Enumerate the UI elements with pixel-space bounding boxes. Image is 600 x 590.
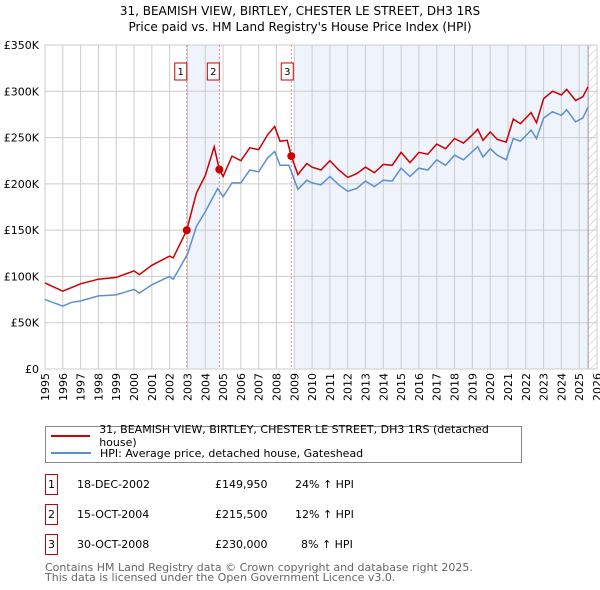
y-tick-label: £100K <box>4 270 40 283</box>
x-tick-label: 2004 <box>199 373 212 401</box>
sale-label: 1 <box>178 67 184 78</box>
x-tick-label: 2007 <box>253 373 266 401</box>
price-chart: 1995 1996 1997 1998 1999 2000 2001 2002 2003 2004… <box>4 39 600 401</box>
x-tick-label: 2017 <box>431 373 444 401</box>
sale-marker-box: 2 <box>45 504 58 525</box>
shaded-region <box>186 45 220 369</box>
sale-point <box>182 226 191 235</box>
x-tick-label: 2019 <box>466 373 479 401</box>
y-tick-label: £300K <box>4 85 40 98</box>
x-tick-label: 2024 <box>555 373 568 401</box>
sale-label-box <box>280 62 294 81</box>
x-tick-label: 2010 <box>306 373 319 401</box>
sale-label: 3 <box>284 67 290 78</box>
x-tick-label: 2011 <box>324 373 337 401</box>
legend: 31, BEAMISH VIEW, BIRTLEY, CHESTER LE ST… <box>45 423 522 463</box>
sale-marker-box: 3 <box>45 534 58 555</box>
sale-marker-box: 1 <box>45 474 58 495</box>
x-tick-label: 2025 <box>573 373 586 401</box>
sale-point <box>215 165 224 174</box>
x-tick-label: 1996 <box>57 373 70 401</box>
x-tick-label: 2000 <box>128 373 141 401</box>
sale-label-box <box>206 62 220 81</box>
legend-label-hpi: HPI: Average price, detached house, Gate… <box>100 446 364 460</box>
x-tick-label: 2015 <box>395 373 408 401</box>
x-tick-label: 2012 <box>342 373 355 401</box>
legend-label-property: 31, BEAMISH VIEW, BIRTLEY, CHESTER LE ST… <box>99 423 489 449</box>
sale-price: £230,000 <box>215 538 268 551</box>
y-tick-label: £200K <box>4 178 40 191</box>
forecast-hatch <box>588 45 597 369</box>
x-tick-label: 2023 <box>538 373 551 401</box>
sale-price: £149,950 <box>215 478 268 491</box>
x-tick-label: 2002 <box>164 373 177 401</box>
x-tick-label: 2009 <box>288 373 301 401</box>
sale-point <box>287 152 296 161</box>
chart-subtitle: Price paid vs. HM Land Registry's House … <box>128 20 472 34</box>
x-tick-label: 2026 <box>591 373 600 401</box>
x-tick-label: 1998 <box>92 373 105 401</box>
hpi-series-line <box>44 106 589 307</box>
x-tick-label: 2013 <box>360 373 373 401</box>
sale-date: 18-DEC-2002 <box>77 478 151 491</box>
x-tick-label: 1995 <box>39 373 52 401</box>
sale-hpi: 12% ↑ HPI <box>295 508 354 521</box>
plot-border <box>44 44 598 370</box>
sale-label-box <box>174 62 188 81</box>
y-tick-label: £0 <box>25 363 39 376</box>
x-tick-label: 2005 <box>217 373 230 401</box>
y-tick-label: £50K <box>11 317 40 330</box>
sale-label: 2 <box>210 67 216 78</box>
footer-copyright: Contains HM Land Registry data © Crown c… <box>45 561 473 574</box>
sale-price: £215,500 <box>215 508 268 521</box>
x-tick-label: 2018 <box>449 373 462 401</box>
sale-hpi: 24% ↑ HPI <box>295 478 354 491</box>
legend-swatch-hpi <box>51 452 91 454</box>
x-tick-label: 2008 <box>270 373 283 401</box>
property-series-line <box>44 86 589 293</box>
sale-date: 15-OCT-2004 <box>77 508 150 521</box>
x-tick-label: 2006 <box>235 373 248 401</box>
sale-hpi: 8% ↑ HPI <box>301 538 353 551</box>
x-tick-label: 1997 <box>75 373 88 401</box>
x-tick-label: 1999 <box>110 373 123 401</box>
y-tick-label: £350K <box>4 39 40 52</box>
sale-date: 30-OCT-2008 <box>77 538 150 551</box>
x-tick-label: 2020 <box>484 373 497 401</box>
x-tick-label: 2022 <box>520 373 533 401</box>
x-tick-label: 2001 <box>146 373 159 401</box>
y-tick-label: £150K <box>4 224 40 237</box>
legend-swatch-property <box>51 435 91 437</box>
y-tick-label: £250K <box>4 132 40 145</box>
x-tick-label: 2014 <box>377 373 390 401</box>
footer-licence: This data is licensed under the Open Gov… <box>45 571 396 584</box>
x-tick-label: 2021 <box>502 373 515 401</box>
chart-title: 31, BEAMISH VIEW, BIRTLEY, CHESTER LE ST… <box>119 4 481 18</box>
shaded-region <box>294 45 589 369</box>
x-tick-label: 2016 <box>413 373 426 401</box>
x-tick-label: 2003 <box>181 373 194 401</box>
